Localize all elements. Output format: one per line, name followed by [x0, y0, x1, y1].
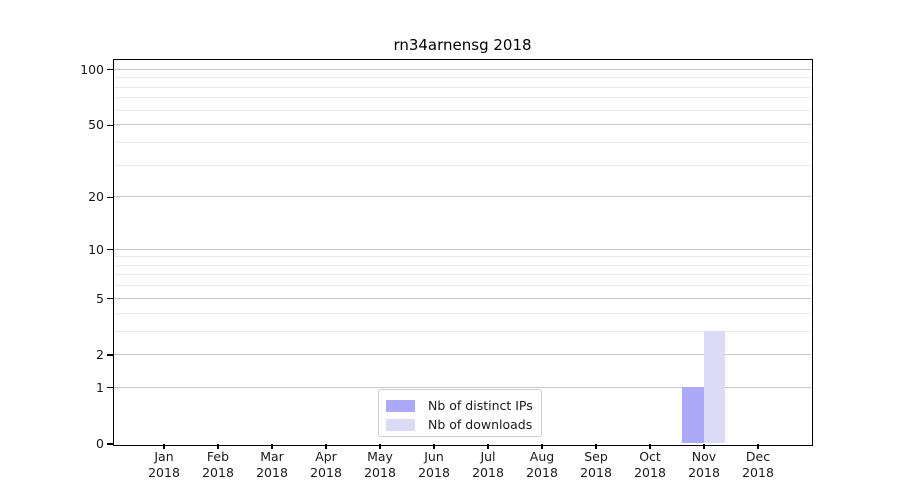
- legend-item-downloads: Nb of downloads: [379, 415, 541, 434]
- x-tick-mark: [541, 444, 543, 449]
- y-gridline-minor: [113, 274, 811, 276]
- y-tick-label: 10: [88, 241, 104, 257]
- x-tick-mark: [649, 444, 651, 449]
- legend-item-distinct-ips: Nb of distinct IPs: [379, 396, 541, 415]
- x-tick-label: Oct 2018: [634, 449, 666, 480]
- y-gridline-minor: [113, 109, 811, 111]
- y-tick-mark: [107, 387, 114, 389]
- x-tick-label: Dec 2018: [742, 449, 774, 480]
- x-tick-label: Jul 2018: [472, 449, 504, 480]
- x-tick-label: Apr 2018: [310, 449, 342, 480]
- plot-area: [112, 58, 813, 446]
- y-gridline-major: [113, 386, 811, 388]
- x-tick-label: Aug 2018: [526, 449, 558, 480]
- legend-label-distinct-ips: Nb of distinct IPs: [428, 398, 533, 413]
- y-tick-mark: [107, 248, 114, 251]
- y-tick-mark: [107, 354, 114, 356]
- x-tick-label: May 2018: [364, 449, 396, 480]
- legend: Nb of distinct IPs Nb of downloads: [378, 389, 542, 437]
- legend-label-downloads: Nb of downloads: [428, 417, 533, 432]
- y-tick-mark: [107, 69, 114, 71]
- x-tick-mark: [325, 444, 327, 449]
- y-gridline-major: [113, 196, 811, 198]
- y-tick-label: 20: [88, 189, 104, 205]
- y-tick-label: 0: [96, 436, 104, 451]
- bar-nb-of-downloads: [703, 331, 725, 444]
- x-tick-label: Nov 2018: [688, 449, 720, 480]
- y-gridline-minor: [113, 97, 811, 99]
- x-tick-mark: [487, 444, 489, 449]
- y-gridline-minor: [113, 330, 811, 332]
- chart-title: rn34arnensg 2018: [393, 36, 532, 54]
- legend-swatch-distinct-ips: [386, 399, 415, 412]
- y-tick-label: 1: [96, 379, 104, 395]
- x-tick-label: Feb 2018: [202, 449, 234, 480]
- x-tick-label: Mar 2018: [256, 449, 288, 480]
- y-gridline-major: [113, 68, 811, 70]
- y-gridline-minor: [113, 164, 811, 166]
- x-tick-mark: [271, 444, 273, 449]
- y-tick-label: 50: [88, 117, 104, 133]
- x-tick-mark: [379, 444, 381, 449]
- y-tick-label: 5: [96, 290, 104, 306]
- x-tick-mark: [703, 444, 705, 449]
- y-tick-mark: [107, 124, 114, 126]
- x-tick-mark: [217, 444, 219, 449]
- x-tick-label: Jan 2018: [148, 449, 180, 480]
- y-gridline-major: [113, 248, 811, 250]
- y-gridline-minor: [113, 141, 811, 143]
- y-gridline-major: [113, 124, 811, 126]
- y-gridline-minor: [113, 256, 811, 258]
- x-tick-mark: [595, 444, 597, 449]
- x-tick-mark: [163, 444, 165, 449]
- y-tick-label: 100: [80, 61, 104, 77]
- y-gridline-minor: [113, 285, 811, 287]
- y-gridline-minor: [113, 77, 811, 79]
- y-gridline-minor: [113, 86, 811, 88]
- x-tick-label: Sep 2018: [580, 449, 612, 480]
- bar-nb-of-distinct-ips: [682, 387, 704, 444]
- y-gridline-minor: [113, 312, 811, 314]
- y-tick-mark: [107, 196, 114, 198]
- x-tick-mark: [757, 444, 759, 449]
- y-gridline-minor: [113, 264, 811, 266]
- legend-swatch-downloads: [386, 418, 415, 431]
- y-gridline-major: [113, 297, 811, 299]
- x-tick-label: Jun 2018: [418, 449, 450, 480]
- y-gridline-major: [113, 353, 811, 355]
- y-tick-mark: [107, 443, 114, 445]
- y-tick-mark: [107, 298, 114, 300]
- y-tick-label: 2: [96, 346, 104, 362]
- x-tick-mark: [433, 444, 435, 449]
